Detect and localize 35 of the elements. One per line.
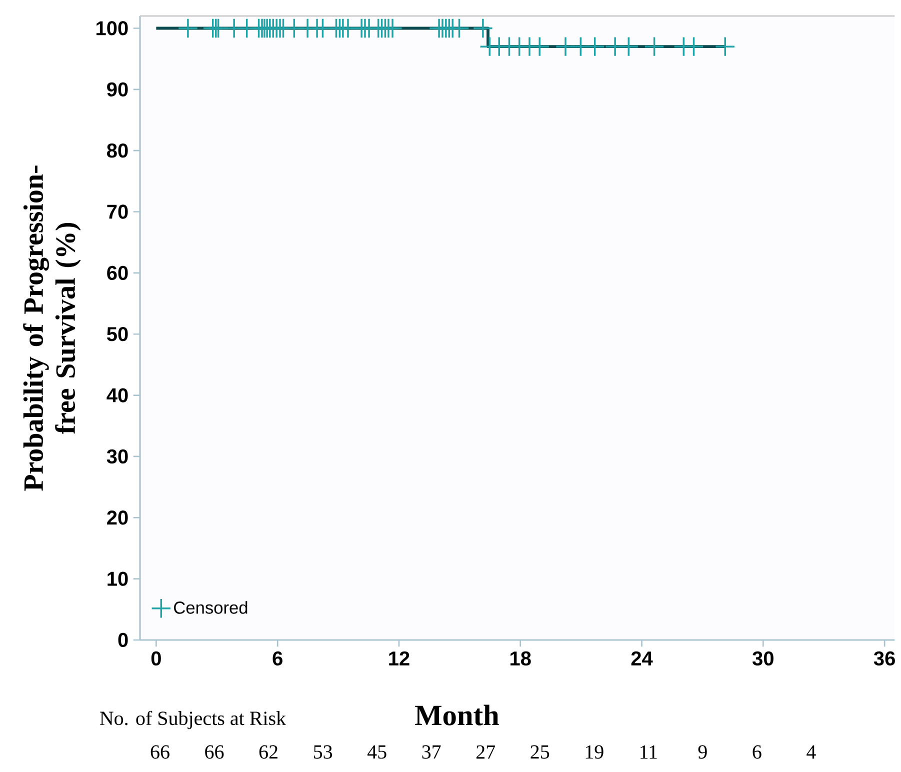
text: 45 bbox=[367, 745, 386, 759]
x-tick-label: 30 bbox=[752, 651, 774, 666]
y-tick-label: 100 bbox=[96, 21, 128, 36]
text: 66 bbox=[150, 745, 170, 759]
text: 4 bbox=[806, 745, 816, 759]
y-tick-label: 90 bbox=[107, 82, 128, 96]
text: 9 bbox=[698, 745, 707, 759]
text: 6 bbox=[752, 745, 762, 759]
y-tick-label: 10 bbox=[108, 572, 128, 586]
x-tick-label: 18 bbox=[510, 651, 531, 666]
text: No. of Subjects at Risk bbox=[100, 710, 286, 730]
y-tick-label: 40 bbox=[106, 388, 128, 402]
text: 11 bbox=[640, 745, 657, 759]
x-tick-label: 24 bbox=[631, 651, 653, 666]
text: 19 bbox=[586, 745, 604, 759]
text: 37 bbox=[422, 745, 441, 759]
y-tick-label: 20 bbox=[107, 510, 128, 525]
x-tick-label: 0 bbox=[151, 651, 161, 666]
text: 27 bbox=[476, 745, 496, 759]
y-tick-label: 0 bbox=[118, 632, 128, 648]
y-tick-label: 80 bbox=[107, 144, 128, 158]
y-tick-label: 50 bbox=[106, 327, 128, 342]
text: 53 bbox=[314, 745, 332, 759]
y-axis-title: Probability of Progression-free Survival (%) bbox=[23, 166, 81, 491]
y-tick-label: 70 bbox=[107, 204, 128, 219]
x-tick-label: 36 bbox=[874, 651, 895, 666]
x-axis-title: Month bbox=[415, 704, 499, 726]
x-tick-label: 6 bbox=[272, 651, 282, 666]
y-tick-label: 30 bbox=[106, 449, 128, 464]
y-tick-label: 60 bbox=[107, 266, 128, 280]
text: 25 bbox=[530, 745, 550, 759]
x-tick-label: 12 bbox=[389, 651, 410, 666]
legend-label: Censored bbox=[174, 601, 248, 614]
text: 66 bbox=[205, 745, 224, 759]
text: 62 bbox=[259, 745, 278, 759]
